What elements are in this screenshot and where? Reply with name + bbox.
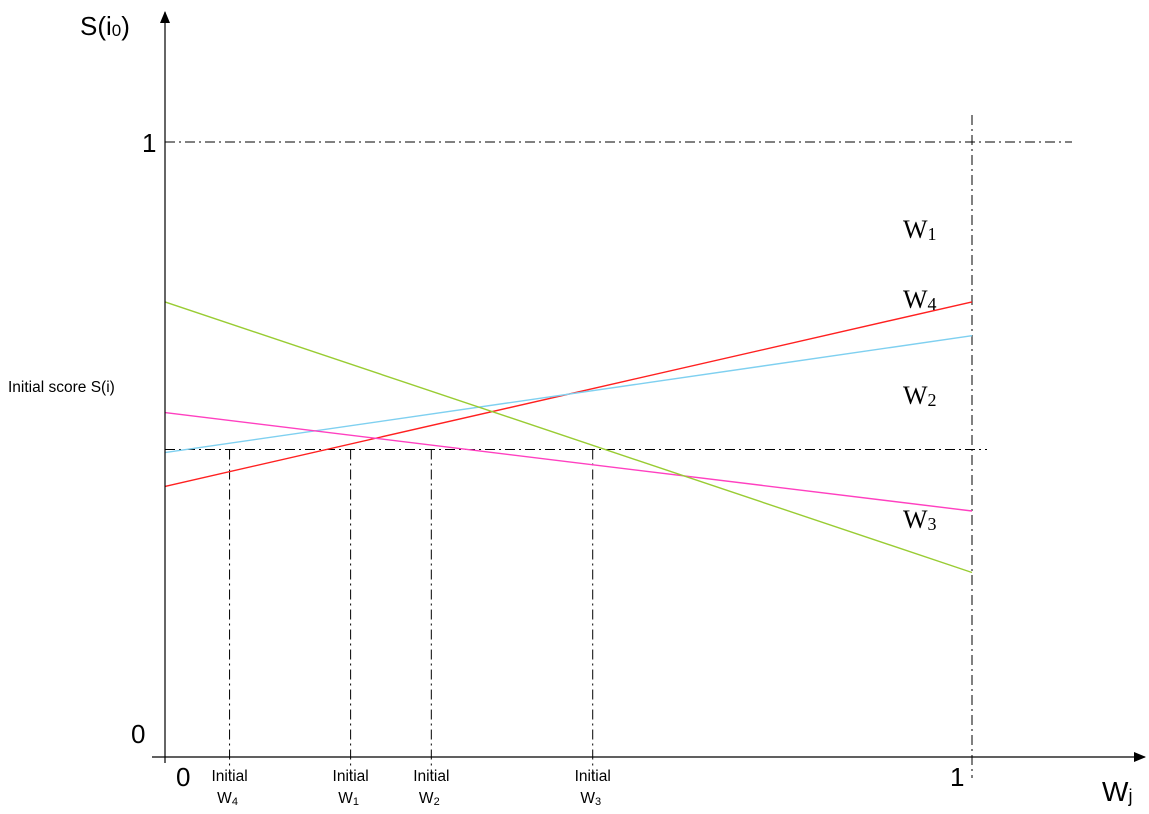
y-tick-one: 1 (142, 128, 156, 158)
series-lines (164, 301, 973, 574)
initial-w1-weight: W1 (338, 790, 359, 808)
x-axis-title: Wj (1102, 776, 1132, 807)
initial-score-label: Initial score S(i) (8, 379, 115, 396)
series-w3-line (164, 301, 973, 574)
initial-w1-label: Initial (333, 768, 369, 785)
series-w2-line (164, 411, 973, 512)
initial-w4-label: Initial (211, 768, 247, 785)
labels: S(i0) Wj 1 0 0 1 Initial score S(i) (8, 11, 1132, 807)
axes (152, 11, 1146, 763)
initial-w2-weight: W2 (419, 790, 440, 808)
reference-lines (165, 115, 1072, 778)
initial-w3-label: Initial (575, 768, 611, 785)
series-w3-label: W3 (903, 505, 937, 534)
x-tick-origin: 0 (176, 762, 190, 792)
series-labels: W1 W4 W2 W3 (903, 215, 937, 534)
initial-w4-weight: W4 (217, 790, 238, 808)
y-tick-zero: 0 (131, 719, 145, 749)
x-tick-one: 1 (950, 762, 964, 792)
initial-w3-weight: W3 (580, 790, 601, 808)
y-axis-title: S(i0) (80, 11, 130, 41)
series-w1-label: W1 (903, 215, 937, 244)
series-w4-line (164, 335, 973, 454)
series-w2-label: W2 (903, 381, 937, 410)
initial-weight-labels: Initial W4 Initial W1 Initial W2 Initial W3 (211, 768, 610, 808)
series-w4-label: W4 (903, 285, 937, 314)
initial-w2-label: Initial (413, 768, 449, 785)
